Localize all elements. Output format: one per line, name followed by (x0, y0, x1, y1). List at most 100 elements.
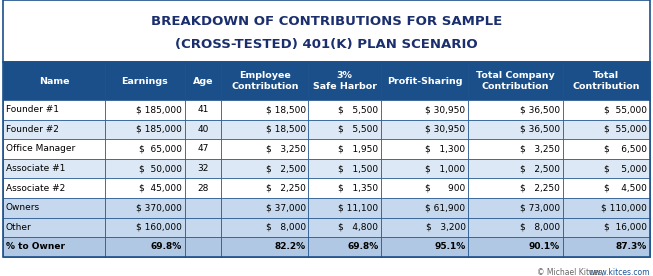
Text: www.kitces.com: www.kitces.com (588, 268, 650, 276)
Bar (3, 62, 105, 100)
Bar (185, 139, 221, 159)
Text: $ 30,950: $ 30,950 (425, 125, 466, 134)
Bar (468, 100, 563, 120)
Bar (3, 178, 105, 198)
Bar (105, 217, 185, 237)
Text: © Michael Kitces,: © Michael Kitces, (537, 268, 607, 276)
Text: $   1,000: $ 1,000 (425, 164, 466, 173)
Bar (3, 237, 105, 257)
Bar (185, 159, 221, 178)
Text: $   2,250: $ 2,250 (520, 184, 560, 193)
Bar (468, 62, 563, 100)
Text: $   5,500: $ 5,500 (338, 125, 378, 134)
Text: $ 160,000: $ 160,000 (136, 223, 182, 232)
Text: $   3,250: $ 3,250 (520, 145, 560, 153)
Bar (468, 198, 563, 217)
Bar (105, 62, 185, 100)
Bar (185, 217, 221, 237)
Bar (185, 237, 221, 257)
Bar (185, 120, 221, 139)
Bar (381, 198, 468, 217)
Text: $ 37,000: $ 37,000 (266, 203, 306, 212)
Bar (185, 62, 221, 100)
Bar (381, 217, 468, 237)
Text: 95.1%: 95.1% (434, 242, 466, 251)
Text: $ 18,500: $ 18,500 (266, 105, 306, 114)
Bar (563, 100, 650, 120)
Text: Office Manager: Office Manager (6, 145, 75, 153)
Bar (3, 217, 105, 237)
Bar (381, 178, 468, 198)
Text: $   1,500: $ 1,500 (338, 164, 378, 173)
Text: $  65,000: $ 65,000 (139, 145, 182, 153)
Bar (381, 120, 468, 139)
Bar (3, 100, 105, 120)
Text: $ 18,500: $ 18,500 (266, 125, 306, 134)
Text: $    4,500: $ 4,500 (604, 184, 647, 193)
Bar (3, 139, 105, 159)
Bar (105, 100, 185, 120)
Bar (468, 178, 563, 198)
Text: Name: Name (39, 76, 69, 86)
Text: Owners: Owners (6, 203, 40, 212)
Text: $ 73,000: $ 73,000 (520, 203, 560, 212)
Text: $ 185,000: $ 185,000 (136, 105, 182, 114)
Bar (381, 62, 468, 100)
Bar (563, 62, 650, 100)
Text: $ 185,000: $ 185,000 (136, 125, 182, 134)
Bar (3, 62, 650, 257)
Text: $  45,000: $ 45,000 (139, 184, 182, 193)
Bar (185, 178, 221, 198)
Bar (308, 198, 381, 217)
Text: Total Company
Contribution: Total Company Contribution (476, 71, 555, 91)
Text: 82.2%: 82.2% (275, 242, 306, 251)
Bar (105, 159, 185, 178)
Bar (468, 159, 563, 178)
Text: 90.1%: 90.1% (529, 242, 560, 251)
Bar (221, 62, 308, 100)
Text: 87.3%: 87.3% (616, 242, 647, 251)
Text: $   1,350: $ 1,350 (338, 184, 378, 193)
Text: $      900: $ 900 (425, 184, 466, 193)
Text: $   2,500: $ 2,500 (520, 164, 560, 173)
Bar (221, 100, 308, 120)
Text: Associate #2: Associate #2 (6, 184, 65, 193)
Text: 40: 40 (197, 125, 209, 134)
Bar (185, 198, 221, 217)
Bar (563, 178, 650, 198)
Text: (CROSS-TESTED) 401(K) PLAN SCENARIO: (CROSS-TESTED) 401(K) PLAN SCENARIO (175, 38, 478, 51)
Text: BREAKDOWN OF CONTRIBUTIONS FOR SAMPLE: BREAKDOWN OF CONTRIBUTIONS FOR SAMPLE (151, 15, 502, 28)
Bar (308, 100, 381, 120)
Bar (221, 139, 308, 159)
Text: $  50,000: $ 50,000 (139, 164, 182, 173)
Bar (308, 217, 381, 237)
Text: 41: 41 (197, 105, 209, 114)
Text: Profit-Sharing: Profit-Sharing (387, 76, 462, 86)
Bar (221, 120, 308, 139)
Text: $ 11,100: $ 11,100 (338, 203, 378, 212)
Text: $   3,200: $ 3,200 (426, 223, 466, 232)
Text: $ 36,500: $ 36,500 (520, 105, 560, 114)
Text: 69.8%: 69.8% (347, 242, 378, 251)
Text: Associate #1: Associate #1 (6, 164, 65, 173)
Bar (468, 120, 563, 139)
Text: $   2,500: $ 2,500 (266, 164, 306, 173)
Text: Other: Other (6, 223, 31, 232)
Text: $   2,250: $ 2,250 (266, 184, 306, 193)
Text: Founder #1: Founder #1 (6, 105, 59, 114)
Bar (563, 120, 650, 139)
Text: $   8,000: $ 8,000 (266, 223, 306, 232)
Bar (3, 198, 105, 217)
Text: Earnings: Earnings (121, 76, 168, 86)
Bar (468, 139, 563, 159)
Bar (308, 62, 381, 100)
Text: $ 36,500: $ 36,500 (520, 125, 560, 134)
Text: $   4,800: $ 4,800 (338, 223, 378, 232)
Bar (105, 120, 185, 139)
Text: 28: 28 (197, 184, 209, 193)
Bar (381, 159, 468, 178)
Text: $   5,500: $ 5,500 (338, 105, 378, 114)
Text: $    5,000: $ 5,000 (604, 164, 647, 173)
Text: 69.8%: 69.8% (151, 242, 182, 251)
Bar (563, 139, 650, 159)
